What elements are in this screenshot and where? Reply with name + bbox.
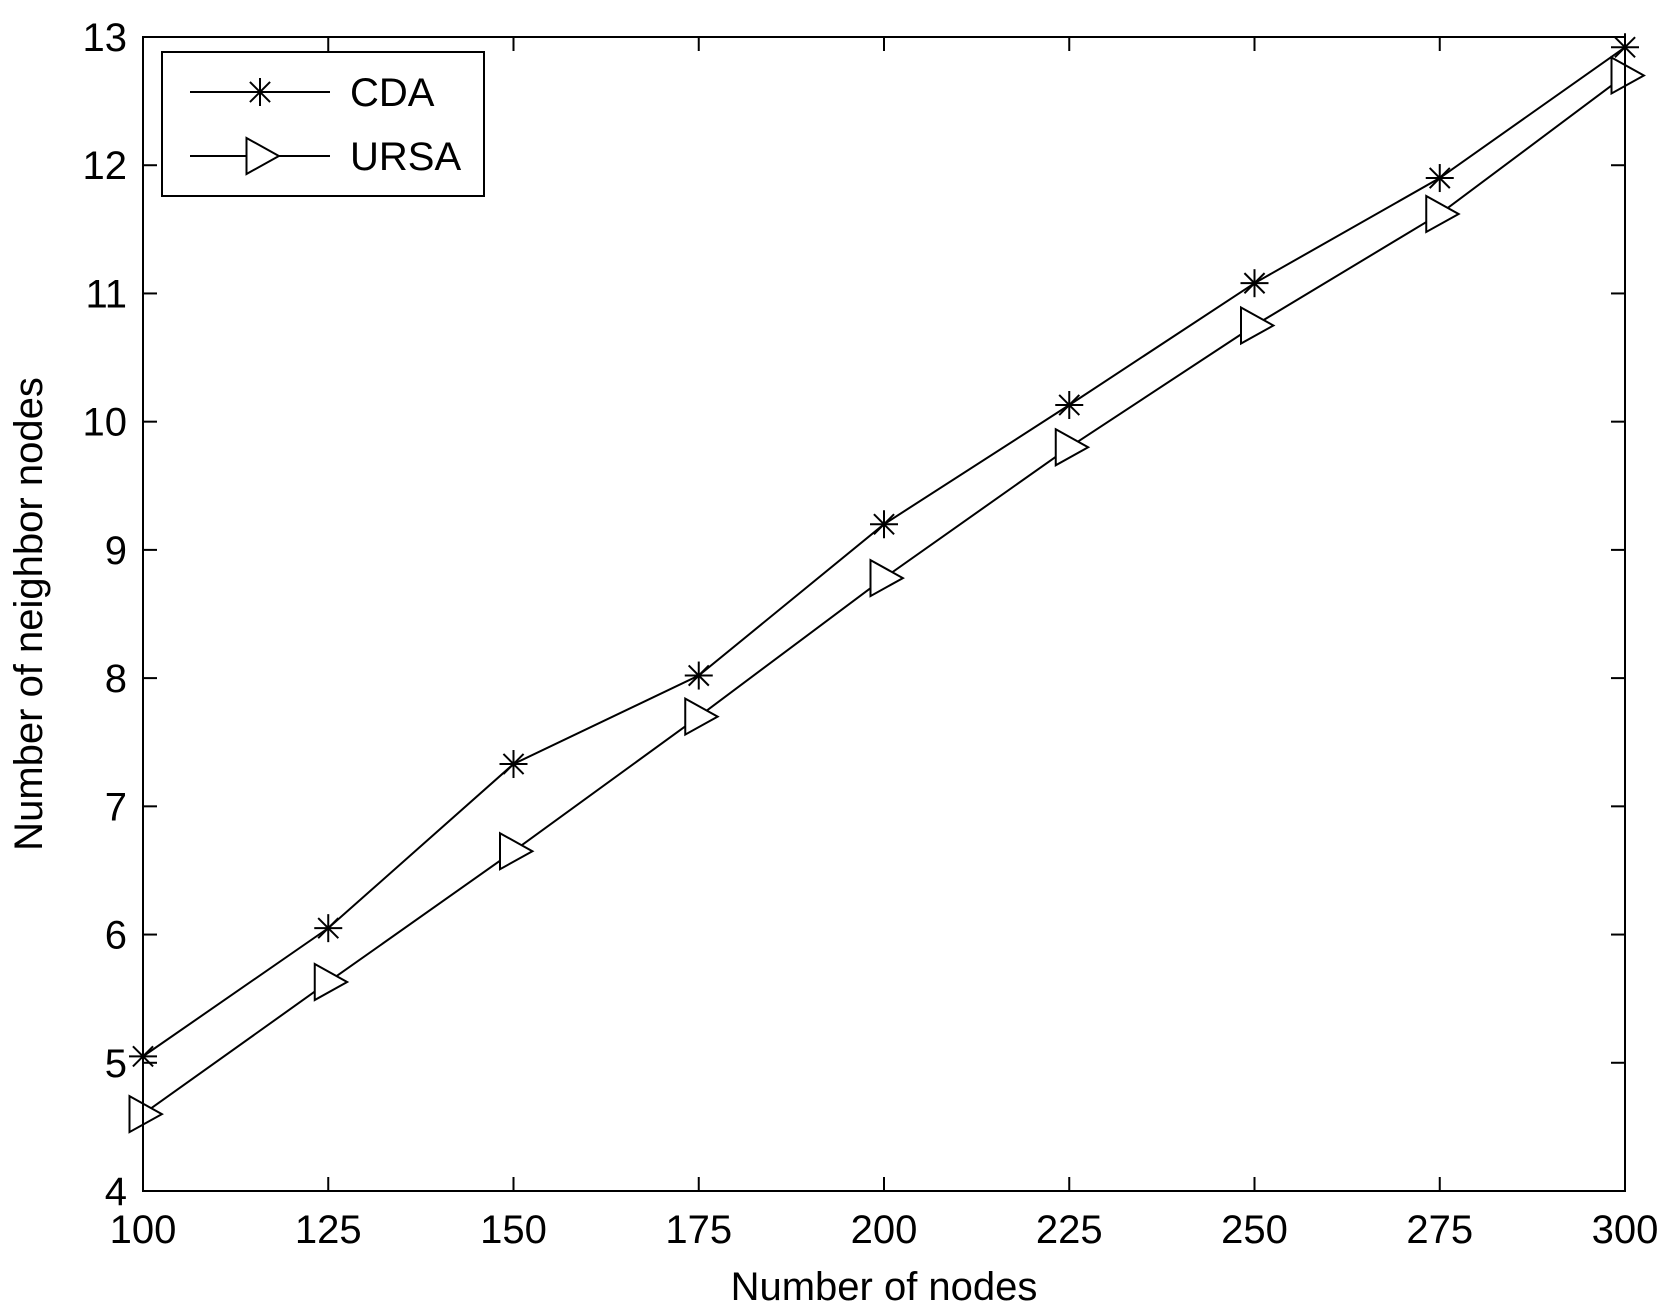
y-tick-label: 12 [83, 144, 128, 188]
data-point [1425, 194, 1461, 234]
data-point [1054, 427, 1091, 468]
data-point [314, 914, 343, 943]
data-point [684, 696, 720, 737]
data-point [1610, 55, 1646, 96]
data-point [499, 831, 535, 871]
y-tick-label: 13 [83, 16, 128, 60]
data-point [1425, 164, 1454, 193]
legend-label: URSA [350, 135, 461, 179]
legend: CDA URSA [161, 51, 485, 197]
y-tick-label: 6 [105, 914, 127, 958]
x-tick-label: 200 [851, 1208, 918, 1252]
x-tick-label: 250 [1221, 1208, 1288, 1252]
data-point [1240, 305, 1276, 346]
data-point [499, 750, 528, 779]
series-ursa [128, 55, 1646, 1134]
x-tick-label: 150 [480, 1208, 547, 1252]
x-axis-label: Number of nodes [731, 1265, 1038, 1309]
y-tick-label: 8 [105, 657, 127, 701]
y-tick-label: 11 [85, 272, 127, 316]
x-tick-label: 175 [665, 1208, 732, 1252]
legend-box [161, 51, 485, 197]
y-tick-label: 4 [105, 1170, 127, 1214]
x-tick-label: 225 [1036, 1208, 1103, 1252]
y-tick-label: 9 [105, 529, 127, 573]
data-point [1240, 269, 1269, 298]
legend-marker [246, 78, 274, 106]
data-point [313, 962, 350, 1002]
y-tick-label: 10 [83, 401, 128, 445]
y-axis-label: Number of neighbor nodes [7, 377, 51, 851]
x-tick-label: 300 [1592, 1208, 1659, 1252]
y-tick-label: 7 [105, 785, 127, 829]
data-point [128, 1094, 164, 1134]
y-tick-label: 5 [105, 1042, 127, 1086]
data-point [1055, 390, 1084, 419]
legend-label: CDA [350, 71, 435, 115]
legend-item-cda: CDA [190, 71, 435, 115]
legend-marker [245, 136, 281, 176]
axis-ticks: 100 125 150 175 200 225 250 275 300 4 5 6 7 8 9 10 11 12 1… [83, 16, 1659, 1252]
legend-item-ursa: URSA [190, 135, 461, 179]
x-tick-label: 275 [1406, 1208, 1473, 1252]
x-tick-label: 125 [295, 1208, 362, 1252]
data-point [869, 558, 905, 598]
plot-area [128, 33, 1646, 1134]
x-tick-label: 100 [110, 1208, 177, 1252]
data-point [684, 661, 713, 690]
data-point [870, 510, 898, 539]
